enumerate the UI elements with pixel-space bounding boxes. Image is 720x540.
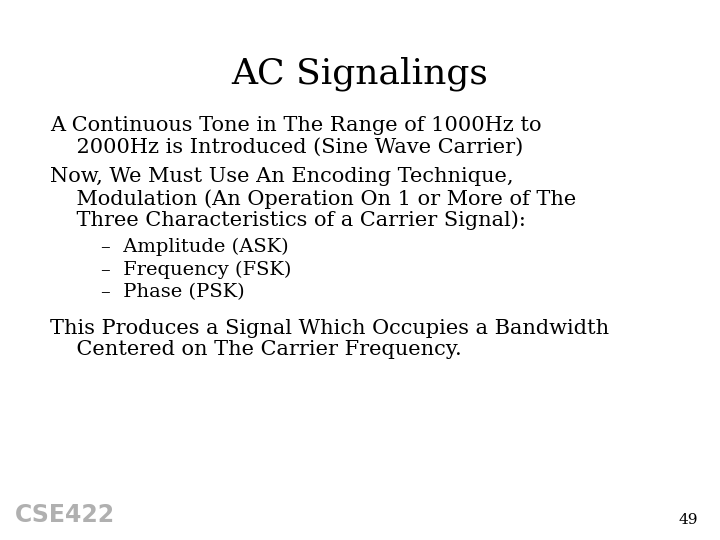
Text: 2000Hz is Introduced (Sine Wave Carrier): 2000Hz is Introduced (Sine Wave Carrier) [50,138,523,157]
Text: Modulation (An Operation On 1 or More of The: Modulation (An Operation On 1 or More of… [50,189,577,208]
Text: This Produces a Signal Which Occupies a Bandwidth: This Produces a Signal Which Occupies a … [50,319,610,338]
Text: –  Amplitude (ASK): – Amplitude (ASK) [101,238,289,256]
Text: A Continuous Tone in The Range of 1000Hz to: A Continuous Tone in The Range of 1000Hz… [50,116,542,135]
Text: AC Signalings: AC Signalings [232,57,488,91]
Text: Now, We Must Use An Encoding Technique,: Now, We Must Use An Encoding Technique, [50,167,514,186]
Text: –  Phase (PSK): – Phase (PSK) [101,283,244,301]
Text: Three Characteristics of a Carrier Signal):: Three Characteristics of a Carrier Signa… [50,211,526,230]
Text: –  Frequency (FSK): – Frequency (FSK) [101,260,291,279]
Text: Centered on The Carrier Frequency.: Centered on The Carrier Frequency. [50,340,462,359]
Text: 49: 49 [679,512,698,526]
Text: CSE422: CSE422 [14,503,114,526]
